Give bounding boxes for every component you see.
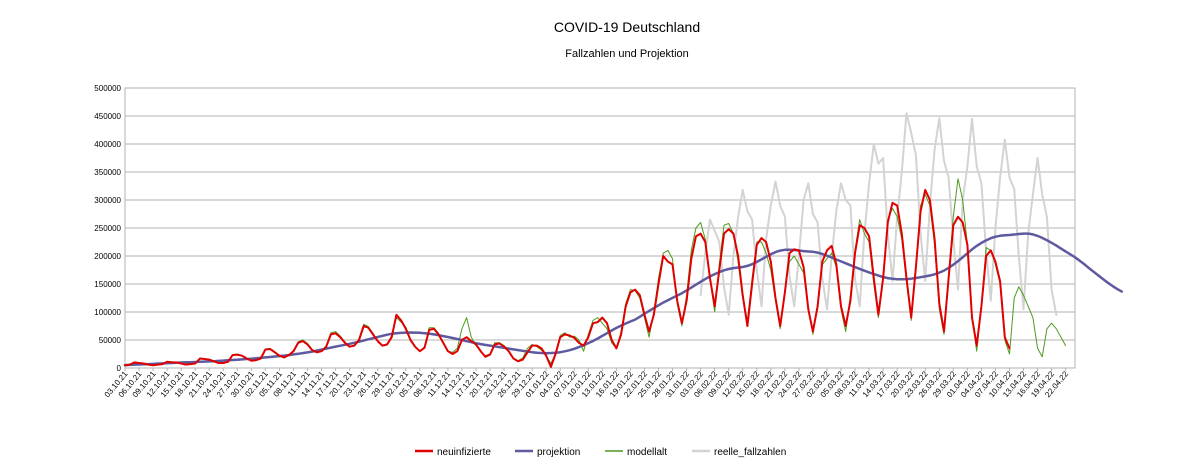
legend: neuinfizierte projektion modellalt reelle_f… <box>415 447 786 458</box>
series-line-reelle-fallzahlen <box>699 112 1058 316</box>
y-tick-label: 150000 <box>94 280 121 289</box>
y-tick-label: 250000 <box>94 224 121 233</box>
y-tick-label: 300000 <box>94 196 121 205</box>
y-tick-label: 100000 <box>94 308 121 317</box>
legend-label-neuinfizierte: neuinfizierte <box>437 447 491 458</box>
series-line-projektion <box>123 232 1124 367</box>
y-tick-label: 400000 <box>94 140 121 149</box>
y-tick-label: 350000 <box>94 168 121 177</box>
chart-subtitle: Fallzahlen und Projektion <box>565 48 689 60</box>
legend-label-reelle-fallzahlen: reelle_fallzahlen <box>714 447 786 458</box>
y-tick-label: 50000 <box>99 336 122 345</box>
y-tick-label: 0 <box>117 364 122 373</box>
chart-title: COVID-19 Deutschland <box>554 19 700 35</box>
y-tick-label: 200000 <box>94 252 121 261</box>
gridlines <box>124 87 1076 369</box>
legend-label-projektion: projektion <box>537 447 580 458</box>
y-tick-label: 450000 <box>94 112 121 121</box>
series-line-neuinfizierte <box>124 188 1011 368</box>
y-tick-label: 500000 <box>94 84 121 93</box>
legend-label-modellalt: modellalt <box>627 447 667 458</box>
axes: 0 50000 100000 150000 200000 250000 300000 3500… <box>94 84 1070 399</box>
data-series <box>123 112 1124 368</box>
